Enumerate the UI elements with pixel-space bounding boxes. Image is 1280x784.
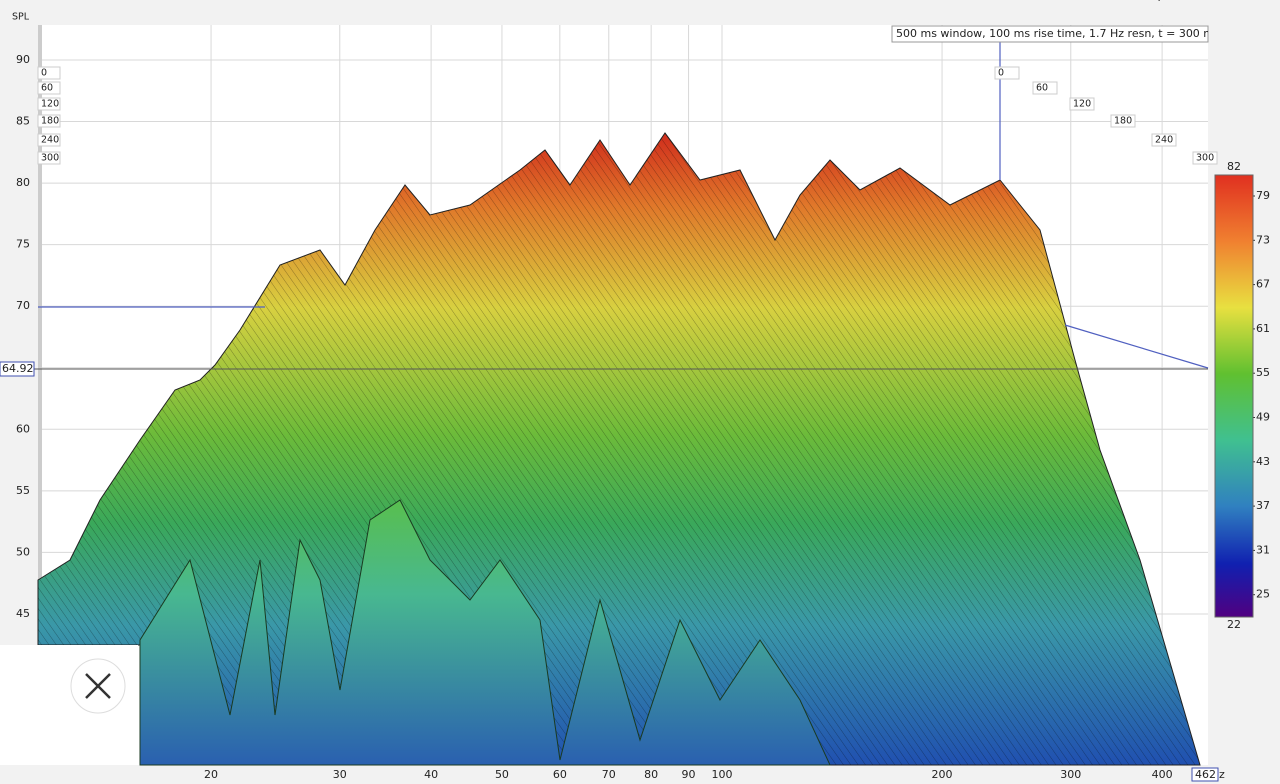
time-label-box [1032, 81, 1058, 95]
time-label: 0 [41, 68, 47, 79]
time-label-box [37, 151, 61, 165]
time-label: 300 [41, 153, 59, 164]
y-tick-label: 45 [16, 607, 30, 620]
time-label: 300 [1196, 153, 1214, 164]
time-label: 180 [41, 116, 59, 127]
color-scale [1214, 174, 1254, 618]
time-label: 0 [998, 68, 1004, 79]
close-button[interactable] [70, 658, 126, 714]
info-text: 500 ms window, 100 ms rise time, 1.7 Hz … [896, 27, 1220, 40]
menu-item[interactable]: Scrubbers [1060, 0, 1116, 2]
x-tick-label: 400 [1152, 768, 1173, 781]
time-label-box [37, 81, 61, 95]
color-tick-label: 67 [1256, 278, 1270, 291]
x-tick-label: 90 [682, 768, 696, 781]
color-tick-label: 79 [1256, 189, 1270, 202]
color-tick-label: 55 [1256, 366, 1270, 379]
color-tick-label: 37 [1256, 499, 1270, 512]
color-tick-label: 73 [1256, 233, 1270, 246]
x-cursor-readout: 462 [1195, 768, 1216, 781]
y-tick-label: 85 [16, 115, 30, 128]
time-label-box [994, 66, 1020, 80]
time-label: 60 [41, 83, 53, 94]
time-label-box [37, 114, 61, 128]
x-tick-label: 60 [553, 768, 567, 781]
time-label-box [1069, 97, 1095, 111]
time-label-box [1151, 133, 1177, 147]
x-tick-label: 200 [932, 768, 953, 781]
time-label-box [1110, 114, 1136, 128]
x-tick-label: 70 [602, 768, 616, 781]
y-tick-label: 70 [16, 299, 30, 312]
color-tick-label: 43 [1256, 455, 1270, 468]
menu-item[interactable]: Controls [1230, 0, 1276, 2]
cursor-readout: 64.92 [2, 362, 34, 375]
info-box: 500 ms window, 100 ms rise time, 1.7 Hz … [891, 25, 1220, 43]
color-scale-min: 22 [1227, 618, 1241, 631]
time-label: 120 [41, 99, 59, 110]
axis-line [1064, 324, 1209, 369]
menu-item[interactable]: Limits [1180, 0, 1213, 2]
y-tick-label: 55 [16, 484, 30, 497]
y-tick-label: 80 [16, 176, 30, 189]
time-label-box [37, 66, 61, 80]
time-label: 60 [1036, 83, 1048, 94]
y-axis-label: SPL [12, 12, 30, 23]
x-cursor-box [1191, 767, 1219, 782]
time-label-box [37, 133, 61, 147]
time-label: 240 [1155, 135, 1173, 146]
waterfall-ridges [38, 133, 1200, 765]
x-tick-label: 100 [712, 768, 733, 781]
time-label-box [1192, 151, 1218, 165]
time-label: 240 [41, 135, 59, 146]
x-tick-label: 40 [424, 768, 438, 781]
y-tick-label: 90 [16, 53, 30, 66]
y-tick-label: 60 [16, 422, 30, 435]
color-tick-label: 31 [1256, 543, 1270, 556]
color-scale-max: 82 [1227, 160, 1241, 173]
x-tick-label: 80 [644, 768, 658, 781]
x-tick-label: 20 [204, 768, 218, 781]
close-panel [0, 645, 138, 765]
x-tick-label: 300 [1060, 768, 1081, 781]
y-tick-label: 75 [16, 238, 30, 251]
x-tick-label: 50 [495, 768, 509, 781]
time-label-box [37, 97, 61, 111]
x-unit: z [1219, 768, 1225, 781]
cursor-box [0, 361, 35, 377]
color-tick-label: 49 [1256, 411, 1270, 424]
x-tick-label: 30 [333, 768, 347, 781]
time-label: 120 [1073, 99, 1091, 110]
y-tick-label: 50 [16, 545, 30, 558]
front-slice [139, 499, 831, 766]
plot-edge [38, 25, 42, 765]
color-tick-label: 61 [1256, 322, 1270, 335]
time-label: 180 [1114, 116, 1132, 127]
menu-item[interactable]: Freq. Axis [1137, 0, 1191, 2]
color-tick-label: 25 [1256, 588, 1270, 601]
